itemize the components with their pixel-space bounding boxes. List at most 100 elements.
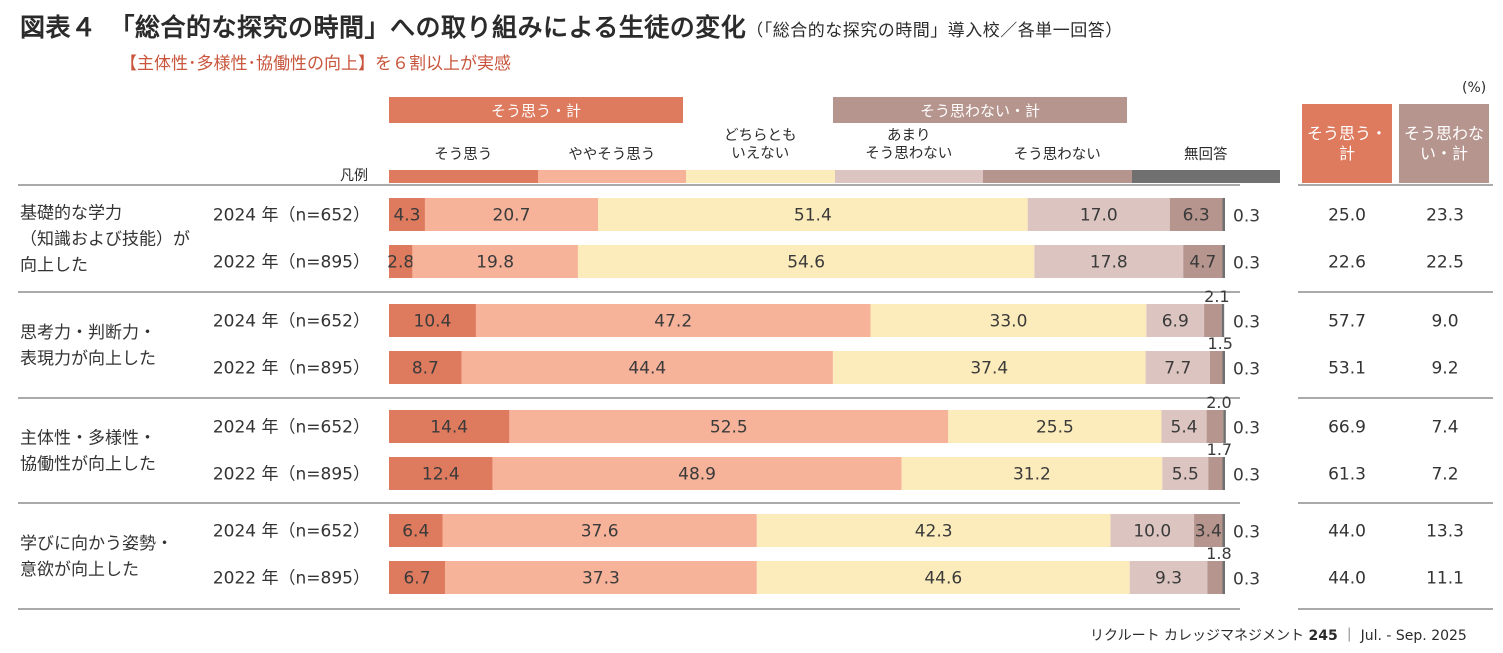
bar-segment-strongly-agree (389, 514, 443, 547)
title-main: 図表４ 「総合的な探究の時間」への取り組みによる生徒の変化 (20, 13, 747, 42)
agree-total-value: 66.9 (1328, 418, 1366, 438)
bar-segment-neutral (901, 457, 1163, 490)
footer: リクルート カレッジマネジメント 245 ｜ Jul. - Sep. 2025 (1090, 625, 1467, 645)
bar-value-label: 20.7 (493, 206, 531, 226)
bar-value-label: 6.3 (1183, 206, 1210, 226)
disagree-total-value: 11.1 (1426, 569, 1464, 589)
bar-value-label: 12.4 (422, 465, 460, 485)
bar-segment-somewhat-agree (412, 245, 578, 278)
bar-segment-somewhat-agree (509, 410, 949, 443)
row-year-label: 2022 年（n=895） (213, 359, 370, 379)
bar-value-label-no-answer: 0.3 (1233, 523, 1260, 543)
bar-value-label: 47.2 (654, 312, 692, 332)
disagree-total-value: 13.3 (1426, 522, 1464, 542)
bar-segment-strongly-disagree (1183, 245, 1223, 278)
bar-segment-strongly-disagree (1208, 457, 1223, 490)
bar-segment-neutral (832, 351, 1146, 384)
title-note: （「総合的な探究の時間」導入校／各単一回答） (746, 21, 1123, 41)
bar-segment-somewhat-disagree (1146, 304, 1205, 337)
row-year-label: 2024 年（n=652） (213, 418, 370, 438)
bar-value-label: 6.7 (403, 569, 430, 589)
bar-segment-somewhat-disagree (1161, 410, 1207, 443)
bar-segment-strongly-agree (389, 245, 413, 278)
bar-value-label: 3.4 (1195, 522, 1222, 542)
row-year-label: 2024 年（n=652） (213, 206, 370, 226)
item-label: （知識および技能）が (20, 230, 190, 250)
item-label: 意欲が向上した (20, 560, 139, 580)
agree-total-value: 57.7 (1328, 312, 1366, 332)
row-year-label: 2022 年（n=895） (213, 465, 370, 485)
bar-value-label: 17.0 (1080, 206, 1118, 226)
bar-segment-strongly-agree (389, 457, 493, 490)
bar-value-label: 9.3 (1155, 569, 1182, 589)
bar-segment-somewhat-agree (424, 198, 598, 231)
row-year-label: 2024 年（n=652） (213, 522, 370, 542)
bar-value-label: 33.0 (990, 312, 1028, 332)
bar-segment-neutral (756, 514, 1111, 547)
bar-value-label: 4.7 (1189, 253, 1216, 273)
bar-segment-somewhat-disagree (1027, 198, 1170, 231)
row-year-label: 2024 年（n=652） (213, 312, 370, 332)
item-label: 学びに向かう姿勢・ (20, 534, 173, 554)
bar-value-label: 51.4 (794, 206, 832, 226)
bar-value-label: 37.6 (581, 522, 619, 542)
agree-total-value: 44.0 (1328, 522, 1366, 542)
item-label: 主体性・多様性・ (20, 429, 156, 449)
disagree-total-value: 7.4 (1431, 418, 1458, 438)
agree-total-value: 25.0 (1328, 206, 1366, 226)
disagree-total-value: 22.5 (1426, 253, 1464, 273)
bar-value-label-no-answer: 0.3 (1233, 466, 1260, 486)
bar-segment-somewhat-agree (461, 351, 833, 384)
bar-segment-somewhat-agree (492, 457, 902, 490)
bar-segment-no-answer (1221, 304, 1225, 337)
bar-value-label: 37.4 (970, 359, 1008, 379)
bar-segment-strongly-agree (389, 304, 476, 337)
bar-value-label: 25.5 (1036, 418, 1074, 438)
bar-value-label: 2.8 (387, 253, 414, 273)
bar-value-label: 54.6 (787, 253, 825, 273)
row-year-label: 2022 年（n=895） (213, 569, 370, 589)
bar-value-label: 37.3 (582, 569, 620, 589)
bar-value-label: 5.4 (1171, 418, 1198, 438)
bar-value-label-no-answer: 0.3 (1233, 360, 1260, 380)
bar-value-label: 1.7 (1207, 440, 1232, 459)
agree-total-value: 44.0 (1328, 569, 1366, 589)
bar-value-label-no-answer: 0.3 (1233, 313, 1260, 333)
bar-segment-somewhat-disagree (1034, 245, 1184, 278)
disagree-total-value: 9.2 (1431, 359, 1458, 379)
disagree-total-value: 7.2 (1431, 465, 1458, 485)
agree-total-value: 53.1 (1328, 359, 1366, 379)
bar-segment-strongly-agree (389, 351, 462, 384)
bar-segment-neutral (598, 198, 1028, 231)
agree-total-value: 22.6 (1328, 253, 1366, 273)
item-label: 向上した (20, 256, 88, 276)
bar-segment-strongly-disagree (1207, 561, 1223, 594)
total-header-disagree: そう思わない・計 (1399, 104, 1489, 183)
disagree-total-value: 9.0 (1431, 312, 1458, 332)
bar-segment-somewhat-disagree (1110, 514, 1195, 547)
bar-value-label: 8.7 (412, 359, 439, 379)
bar-segment-somewhat-agree (475, 304, 871, 337)
bar-value-label: 44.4 (628, 359, 666, 379)
bar-value-label-no-answer: 0.3 (1233, 419, 1260, 439)
item-label: 思考力・判断力・ (20, 323, 156, 343)
footer-issue: ｜ Jul. - Sep. 2025 (1342, 628, 1467, 644)
bar-value-label: 48.9 (678, 465, 716, 485)
bar-segment-no-answer (1222, 514, 1225, 547)
bar-segment-no-answer (1222, 245, 1225, 278)
bar-value-label: 17.8 (1090, 253, 1128, 273)
bar-segment-no-answer (1222, 561, 1225, 594)
unit-label: (%) (1462, 80, 1487, 96)
bar-segment-no-answer (1222, 198, 1225, 231)
bar-value-label: 6.4 (402, 522, 429, 542)
bar-value-label: 42.3 (915, 522, 953, 542)
bar-segment-neutral (577, 245, 1035, 278)
bar-segment-no-answer (1222, 457, 1225, 490)
bar-segment-no-answer (1223, 410, 1226, 443)
bar-value-label: 44.6 (924, 569, 962, 589)
bar-value-label: 10.0 (1133, 522, 1171, 542)
bar-segment-somewhat-disagree (1162, 457, 1209, 490)
footer-publication: リクルート カレッジマネジメント (1090, 628, 1305, 644)
bar-segment-neutral (870, 304, 1147, 337)
